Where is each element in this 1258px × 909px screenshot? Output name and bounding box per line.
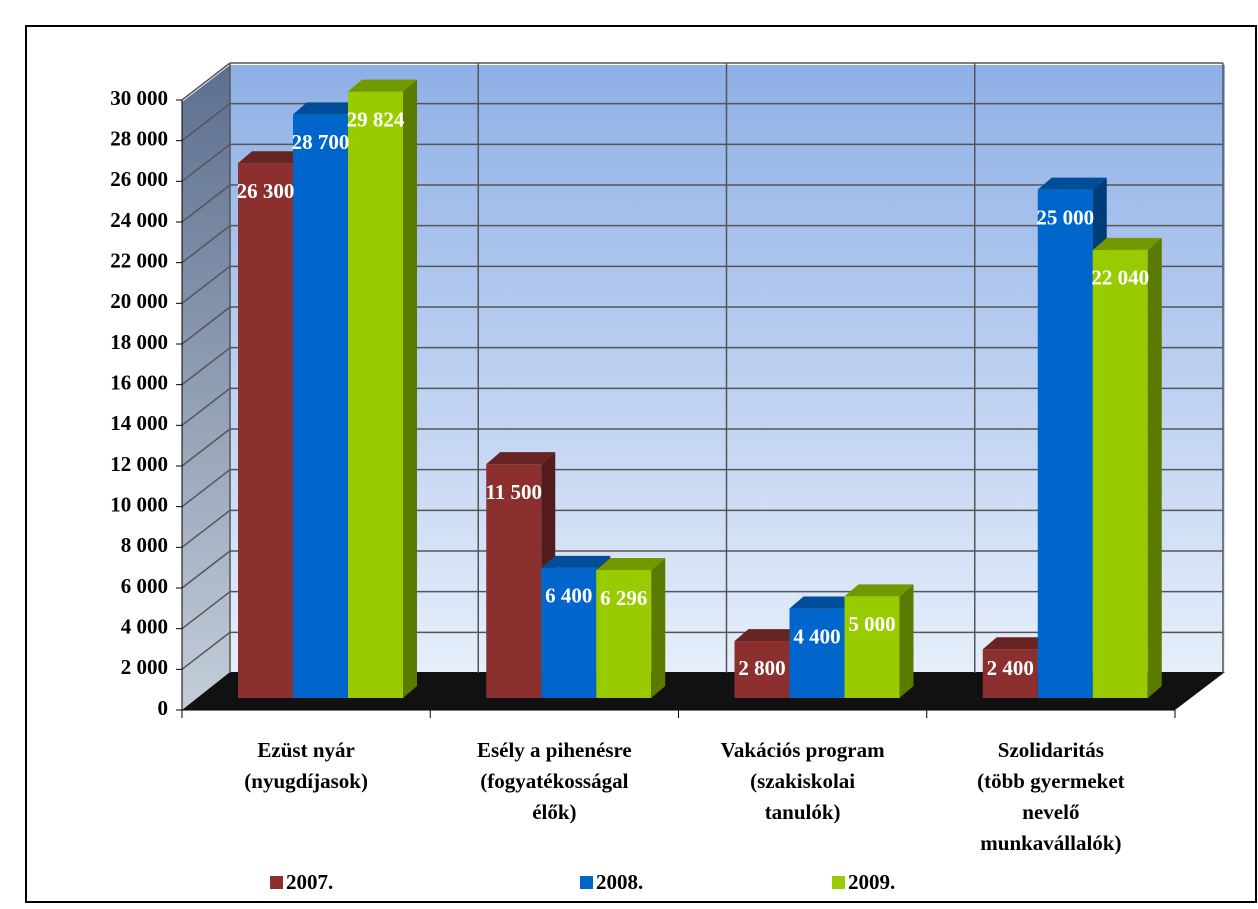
label-line: Esély a pihenésre xyxy=(477,738,632,762)
bar xyxy=(486,464,542,698)
y-tick-label: 10 000 xyxy=(110,492,168,516)
side-grid-line xyxy=(181,306,231,345)
y-tick-label: 24 000 xyxy=(110,208,168,232)
x-tick-label: Ezüst nyár (nyugdíjasok) xyxy=(244,738,368,793)
floor xyxy=(182,672,1225,710)
value-label: 22 040 xyxy=(1091,266,1149,290)
bar xyxy=(238,163,293,698)
x-tick-label: Vakációs program (szakiskolai tanulók) xyxy=(721,738,885,824)
bar-top xyxy=(1092,237,1162,250)
side-grid-line xyxy=(181,469,231,508)
bar xyxy=(293,114,348,698)
y-tick-label: 28 000 xyxy=(110,126,168,150)
bar-side xyxy=(899,584,914,698)
bar xyxy=(982,649,1038,698)
label-line: (több gyermeket xyxy=(977,769,1125,793)
y-tick-label: 14 000 xyxy=(110,411,168,435)
label-line: munkavállalók) xyxy=(980,831,1121,855)
side-grid-line xyxy=(181,143,231,182)
x-tick-label: Esély a pihenésre (fogyatékosságal élők) xyxy=(477,738,632,824)
label-line: Vakációs program xyxy=(721,738,885,762)
bar xyxy=(596,569,652,698)
x-tick-label: Szolidaritás (több gyermeket nevelő munkavá… xyxy=(977,738,1125,855)
bar xyxy=(1092,249,1148,698)
bar xyxy=(348,91,403,698)
bar-top xyxy=(486,452,556,465)
bar-top xyxy=(789,596,859,609)
side-grid-line xyxy=(181,509,231,548)
legend-label: 2009. xyxy=(848,870,895,894)
side-grid-line xyxy=(181,184,231,223)
side-grid-line xyxy=(181,347,231,386)
legend-label: 2007. xyxy=(286,870,333,894)
y-tick-label: 30 000 xyxy=(110,86,168,110)
value-label: 2 400 xyxy=(987,656,1034,680)
legend-label: 2008. xyxy=(596,870,643,894)
label-line: (fogyatékosságal xyxy=(480,769,628,793)
bar-top xyxy=(982,637,1052,650)
bar-top xyxy=(844,584,914,597)
side-grid-line xyxy=(181,631,231,670)
bar-side xyxy=(1147,237,1162,698)
side-grid-line xyxy=(181,265,231,304)
y-tick-label: 0 xyxy=(158,696,169,720)
value-label: 6 296 xyxy=(600,586,647,610)
value-label: 6 400 xyxy=(545,584,592,608)
label-line: Szolidaritás xyxy=(998,738,1104,762)
bar xyxy=(1037,189,1093,698)
side-wall xyxy=(182,65,230,710)
side-grid-line xyxy=(181,550,231,589)
side-grid-line xyxy=(181,387,231,426)
bar-top xyxy=(596,557,666,570)
y-tick-label: 26 000 xyxy=(110,167,168,191)
value-label: 28 700 xyxy=(292,130,350,154)
bar-top xyxy=(734,629,804,642)
y-tick-label: 2 000 xyxy=(121,655,168,679)
y-tick-label: 18 000 xyxy=(110,330,168,354)
bar-top xyxy=(348,79,417,92)
y-tick-label: 8 000 xyxy=(121,533,168,557)
value-label: 11 500 xyxy=(485,480,542,504)
y-tick-label: 20 000 xyxy=(110,289,168,313)
value-label: 26 300 xyxy=(237,179,295,203)
y-tick-label: 6 000 xyxy=(121,574,168,598)
bar-side xyxy=(403,79,417,698)
legend-swatch xyxy=(270,876,283,889)
value-label: 2 800 xyxy=(738,656,785,680)
side-grid-line xyxy=(181,225,231,264)
bar xyxy=(844,596,900,698)
bar xyxy=(734,641,790,698)
label-line: nevelő xyxy=(1022,800,1079,824)
label-line: Ezüst nyár xyxy=(257,738,354,762)
side-grid-line xyxy=(181,62,231,101)
label-line: (szakiskolai xyxy=(750,769,855,793)
y-tick-label: 16 000 xyxy=(110,370,168,394)
bar xyxy=(789,608,845,698)
value-label: 5 000 xyxy=(848,612,895,636)
y-tick-label: 12 000 xyxy=(110,452,168,476)
value-label: 25 000 xyxy=(1036,205,1094,229)
side-grid-line xyxy=(181,428,231,467)
bar-top xyxy=(541,555,611,568)
bar-side xyxy=(651,557,666,698)
side-grid-line xyxy=(181,103,231,142)
legend-swatch xyxy=(580,876,593,889)
value-label: 4 400 xyxy=(793,624,840,648)
bar xyxy=(541,567,597,698)
label-line: tanulók) xyxy=(765,800,841,824)
bar-top xyxy=(293,102,362,115)
label-line: (nyugdíjasok) xyxy=(244,769,368,793)
value-label: 29 824 xyxy=(347,107,405,131)
y-tick-label: 4 000 xyxy=(121,614,168,638)
legend-swatch xyxy=(832,876,845,889)
label-line: élők) xyxy=(532,800,576,824)
y-tick-label: 22 000 xyxy=(110,248,168,272)
side-grid-line xyxy=(181,591,231,630)
bar-top xyxy=(238,151,307,164)
bar-top xyxy=(1037,177,1107,190)
